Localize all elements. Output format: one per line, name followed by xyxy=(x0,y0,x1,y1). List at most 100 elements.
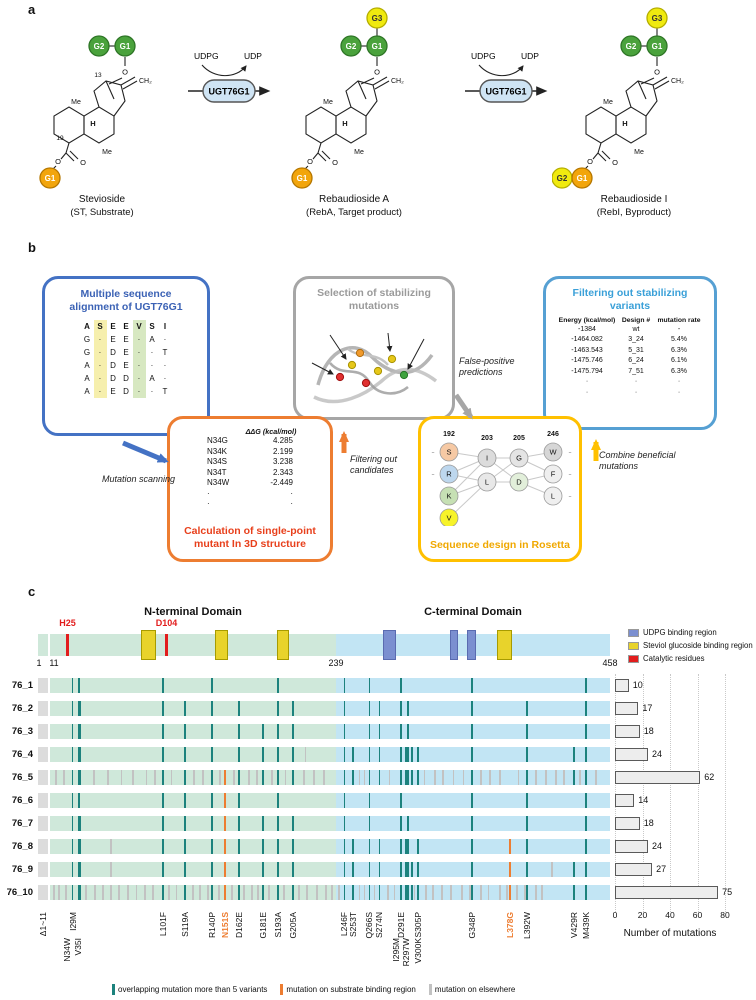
mutation-tick-overlapping xyxy=(585,747,588,762)
molecule-name: Rebaudioside I xyxy=(600,194,668,205)
molecule-subtitle: (RebA, Target product) xyxy=(306,207,402,218)
residue-node-label: F xyxy=(551,470,556,479)
mutation-tick-elsewhere xyxy=(144,885,147,900)
mutation-tick-overlapping xyxy=(71,885,74,900)
mutation-count-bar xyxy=(615,886,719,899)
deletion-stub xyxy=(38,770,48,785)
msa-cell: E xyxy=(123,348,129,358)
msa-cell: D xyxy=(123,374,129,384)
mutation-tick-overlapping xyxy=(411,862,413,877)
nterm-segment xyxy=(50,724,336,739)
mutation-tick-elsewhere xyxy=(284,770,287,785)
mutation-tick-overlapping xyxy=(343,839,346,854)
deletion-stub xyxy=(38,816,48,831)
mutation-label: V429R xyxy=(568,912,579,938)
mutation-tick-elsewhere xyxy=(498,770,501,785)
mutation-tick-overlapping xyxy=(407,885,410,900)
variant-name: 76_8 xyxy=(11,841,33,852)
mutation-tick-elsewhere xyxy=(517,770,520,785)
enzyme-label: UGT76G1 xyxy=(208,87,249,97)
msa-cell: D xyxy=(110,374,116,384)
mutation-tick-elsewhere xyxy=(462,770,465,785)
msa-alignment-grid: A S E E V S I G · E E · A · G · D E · · T A · D E · · · A · D D · A · A · E D ·… xyxy=(45,320,207,399)
sugar-G1 xyxy=(114,35,136,57)
scale-11: 11 xyxy=(49,658,59,668)
mutation-tick-overlapping xyxy=(161,793,164,808)
mutation-label: D162E xyxy=(234,912,245,938)
sugar-G3 xyxy=(646,7,668,29)
mutation-tick-elsewhere xyxy=(250,885,253,900)
msa-cell: · xyxy=(132,372,146,386)
mutation-tick-overlapping xyxy=(471,793,474,808)
mutation-tick-elsewhere xyxy=(442,770,445,785)
mutation-tick-overlapping xyxy=(352,839,355,854)
mutation-tick-overlapping xyxy=(262,770,264,785)
mutation-count-bar xyxy=(615,840,648,853)
mutation-tick-overlapping xyxy=(378,839,381,854)
axis-tick-label: 0 xyxy=(612,910,618,920)
mutation-label: R140P xyxy=(206,912,217,938)
deletion-stub xyxy=(38,862,48,877)
msa-cell: G xyxy=(83,335,91,345)
mutation-tick-overlapping xyxy=(526,770,529,785)
mutation-tick-overlapping xyxy=(184,839,187,854)
mutation-tick-elsewhere xyxy=(206,885,209,900)
mutation-label: G205A xyxy=(288,912,299,939)
pointer-arrow xyxy=(329,334,347,360)
mutation-tick-overlapping xyxy=(399,747,402,762)
axis-tick-label: 40 xyxy=(665,910,675,920)
mutation-tick-overlapping xyxy=(277,862,279,877)
table-cell: 6_24 xyxy=(628,357,644,365)
mutation-tick-elsewhere xyxy=(441,885,444,900)
mutation-tick-overlapping xyxy=(417,747,420,762)
bond xyxy=(321,150,331,160)
residue-node-W xyxy=(543,442,563,462)
mutation-tick-elsewhere xyxy=(363,885,366,900)
variant-table-row: -1463.543 5_31 6.3% xyxy=(546,346,714,357)
mutation-tick-overlapping xyxy=(161,770,164,785)
mutation-tick-elsewhere xyxy=(175,885,178,900)
nterm-domain-bar xyxy=(50,634,336,656)
legend-item: overlapping mutation more than 5 variant… xyxy=(112,984,267,995)
false-positive-label: False-positive predictions xyxy=(459,356,515,377)
mutation-tick-overlapping xyxy=(352,885,355,900)
molecule-stevioside: O CH₂ Me H Me O O 13 19 G2 G1 G1 xyxy=(39,35,152,189)
mutation-tick-elsewhere xyxy=(535,770,537,785)
mutation-tick-overlapping xyxy=(184,701,187,716)
mutation-tick-overlapping xyxy=(378,701,381,716)
mutation-tick-overlapping xyxy=(572,770,575,785)
mutation-sphere-yellow xyxy=(387,354,397,364)
variant-bar xyxy=(0,724,756,739)
table-cell: 3_24 xyxy=(628,336,644,344)
msa-cell: · xyxy=(150,348,154,358)
mutation-tick-overlapping xyxy=(471,885,474,900)
residue-node-label: V xyxy=(446,514,451,523)
bond xyxy=(640,77,655,85)
mutation-tick-elsewhere xyxy=(488,770,491,785)
mutation-tick-elsewhere xyxy=(191,885,194,900)
mutation-tick-elsewhere xyxy=(323,770,326,785)
msa-cell: T xyxy=(162,348,168,358)
mutation-tick-overlapping xyxy=(238,793,241,808)
bond xyxy=(372,76,388,86)
mutation-tick-overlapping xyxy=(71,701,74,716)
mutation-tick-overlapping xyxy=(368,816,371,831)
mutation-sphere-orange xyxy=(355,348,365,358)
bond xyxy=(69,150,79,160)
mutation-tick-elsewhere xyxy=(110,885,113,900)
mutation-sphere-yellow xyxy=(373,366,383,376)
legend-swatch xyxy=(112,984,115,995)
mutation-tick-substrate xyxy=(224,816,227,831)
mutation-tick-overlapping xyxy=(343,701,346,716)
o-atom-label: O xyxy=(332,158,338,167)
item: · xyxy=(677,388,681,396)
mutation-tick-overlapping xyxy=(184,816,187,831)
mutation-tick-elsewhere xyxy=(257,885,259,900)
mutation-tick-overlapping xyxy=(352,862,355,877)
bond xyxy=(93,80,126,117)
mutation-tick-overlapping xyxy=(292,770,294,785)
ch2-label: CH₂ xyxy=(139,78,152,85)
mutation-tick-elsewhere xyxy=(57,885,60,900)
mutation-tick-overlapping xyxy=(277,747,279,762)
axis-tick-label: 80 xyxy=(720,910,730,920)
